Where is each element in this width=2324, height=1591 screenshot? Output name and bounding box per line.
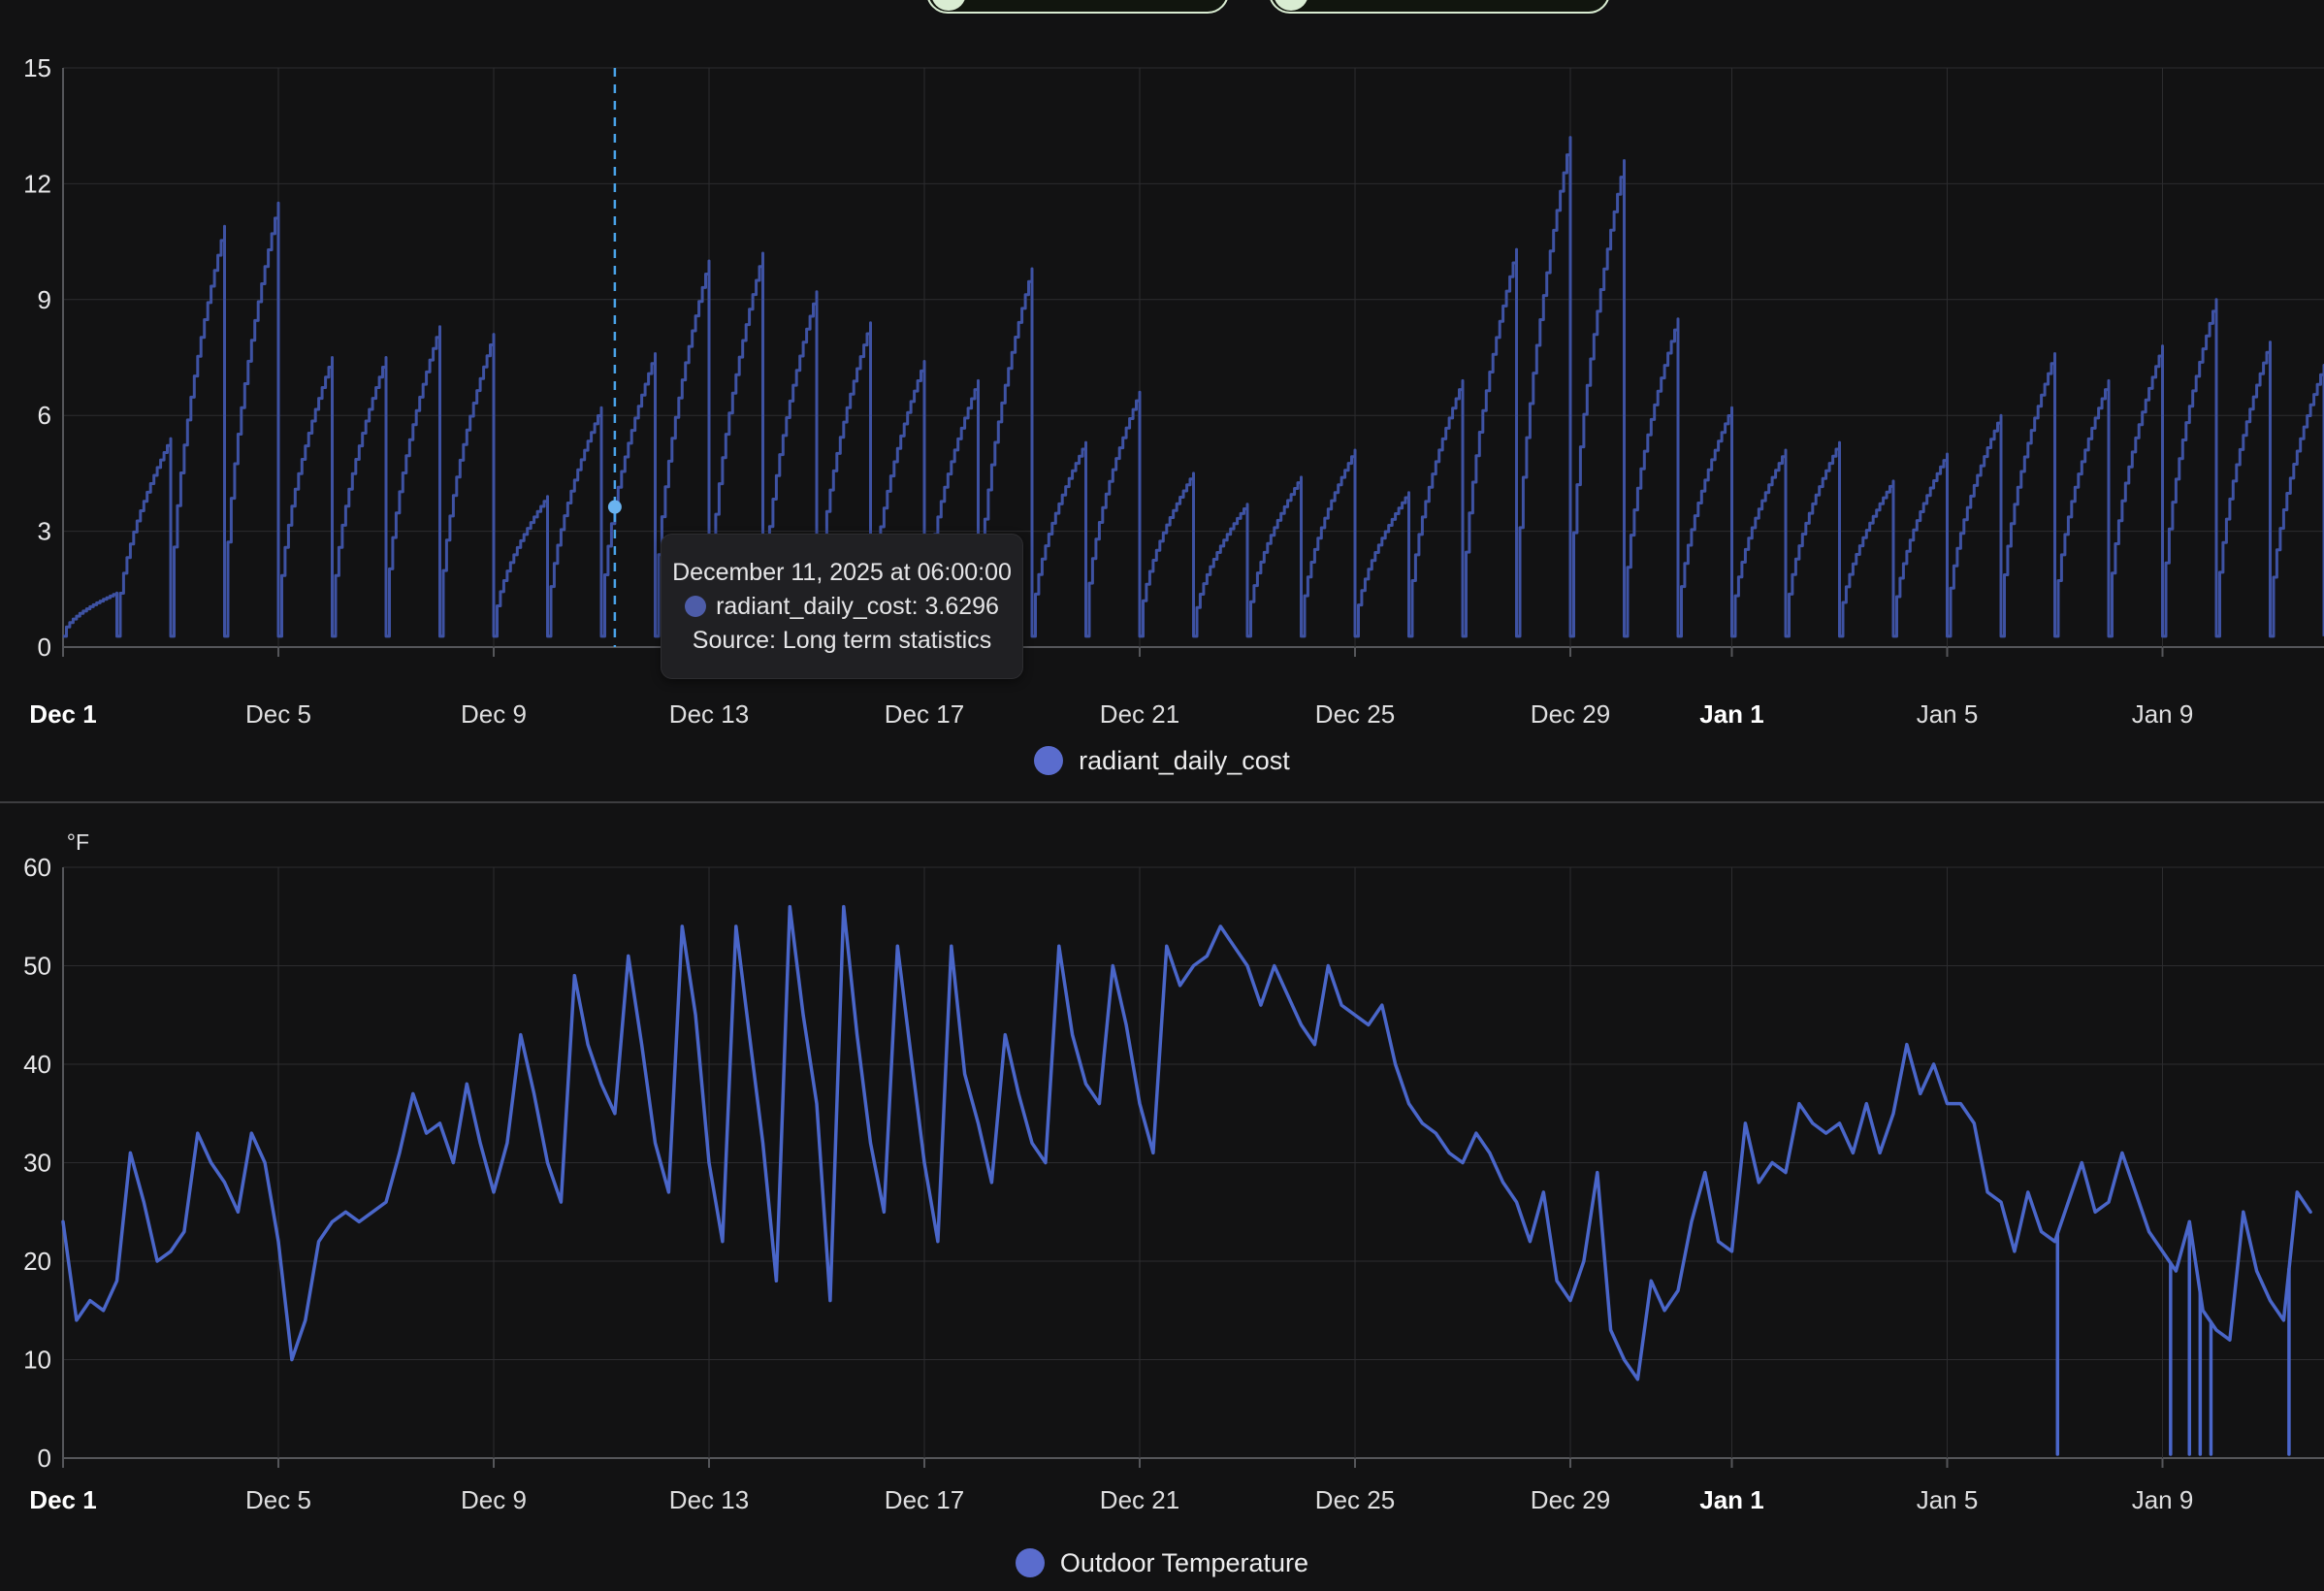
legend-label: Outdoor Temperature [1059, 1547, 1309, 1577]
tooltip-value: radiant_daily_cost: 3.6296 [716, 592, 999, 620]
chart-tooltip: December 11, 2025 at 06:00:00 radiant_da… [661, 534, 1023, 679]
svg-text:Dec 13: Dec 13 [669, 1485, 749, 1514]
legend-label: radiant_daily_cost [1079, 745, 1290, 775]
svg-text:Dec 9: Dec 9 [461, 1485, 527, 1514]
tooltip-timestamp: December 11, 2025 at 06:00:00 [672, 558, 1012, 586]
svg-text:6: 6 [38, 401, 51, 430]
svg-text:Dec 5: Dec 5 [245, 699, 311, 729]
cost-chart-legend-item[interactable]: radiant_daily_cost [0, 742, 2324, 779]
svg-text:Dec 17: Dec 17 [885, 1485, 964, 1514]
legend-dot-icon [1034, 746, 1064, 775]
svg-text:Dec 1: Dec 1 [29, 699, 96, 729]
chip-circle-icon [1274, 0, 1308, 11]
tooltip-series-dot-icon [685, 596, 707, 617]
cost-chart[interactable]: 0 3 6 9 12 15 Dec 1 Dec 5 Dec 9 Dec 13 Dec 17 Dec 2… [0, 0, 2324, 801]
card-divider [0, 801, 2324, 803]
svg-text:Dec 29: Dec 29 [1531, 1485, 1610, 1514]
svg-text:Jan 1: Jan 1 [1699, 699, 1764, 729]
svg-text:0: 0 [38, 1444, 51, 1473]
svg-text:30: 30 [23, 1149, 51, 1178]
svg-text:20: 20 [23, 1247, 51, 1276]
svg-text:60: 60 [23, 853, 51, 882]
svg-text:15: 15 [23, 53, 51, 82]
chip-circle-icon [931, 0, 966, 11]
svg-text:Dec 21: Dec 21 [1100, 699, 1179, 729]
svg-text:50: 50 [23, 952, 51, 981]
svg-text:Dec 13: Dec 13 [669, 699, 749, 729]
tooltip-source: Source: Long term statistics [692, 626, 992, 654]
svg-text:°F: °F [67, 829, 89, 855]
svg-text:Dec 1: Dec 1 [29, 1485, 96, 1514]
svg-text:40: 40 [23, 1050, 51, 1079]
svg-text:Jan 1: Jan 1 [1699, 1485, 1764, 1514]
legend-dot-icon [1015, 1548, 1045, 1577]
svg-text:Jan 5: Jan 5 [1917, 1485, 1979, 1514]
svg-text:Dec 5: Dec 5 [245, 1485, 311, 1514]
svg-text:Dec 9: Dec 9 [461, 699, 527, 729]
svg-text:3: 3 [38, 517, 51, 546]
svg-text:Dec 17: Dec 17 [885, 699, 964, 729]
svg-text:9: 9 [38, 285, 51, 314]
svg-text:Dec 25: Dec 25 [1315, 699, 1395, 729]
svg-text:Dec 29: Dec 29 [1531, 699, 1610, 729]
temperature-chart[interactable]: 0 10 20 30 40 50 60 Dec 1 Dec 5 Dec 9 Dec 13 Dec 17… [0, 815, 2324, 1523]
svg-text:Jan 9: Jan 9 [2132, 699, 2194, 729]
svg-text:0: 0 [38, 633, 51, 662]
svg-text:10: 10 [23, 1346, 51, 1375]
svg-text:Jan 9: Jan 9 [2132, 1485, 2194, 1514]
svg-text:Dec 21: Dec 21 [1100, 1485, 1179, 1514]
svg-text:Dec 25: Dec 25 [1315, 1485, 1395, 1514]
temperature-chart-legend-item[interactable]: Outdoor Temperature [0, 1544, 2324, 1581]
svg-text:Jan 5: Jan 5 [1917, 699, 1979, 729]
svg-text:12: 12 [23, 169, 51, 198]
